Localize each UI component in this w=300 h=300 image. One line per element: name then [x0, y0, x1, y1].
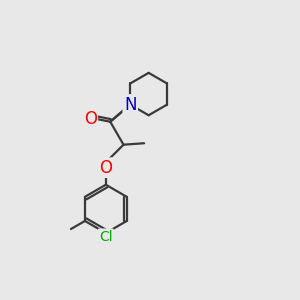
Text: N: N — [124, 96, 136, 114]
Text: Cl: Cl — [99, 230, 112, 244]
Text: O: O — [99, 159, 112, 177]
Text: O: O — [84, 110, 97, 128]
Text: N: N — [124, 96, 136, 114]
